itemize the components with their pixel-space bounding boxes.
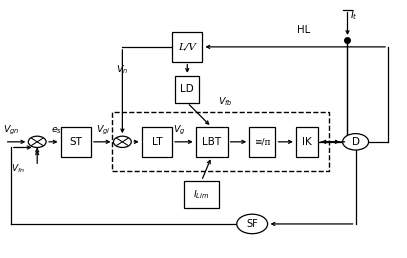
- Text: $I_{Lim}$: $I_{Lim}$: [193, 188, 210, 201]
- Circle shape: [343, 134, 369, 150]
- Text: LBT: LBT: [202, 137, 221, 147]
- Text: $V_{fb}$: $V_{fb}$: [218, 96, 232, 108]
- Circle shape: [114, 136, 131, 148]
- FancyBboxPatch shape: [172, 32, 203, 62]
- Circle shape: [237, 214, 267, 234]
- FancyBboxPatch shape: [61, 127, 91, 157]
- Text: $V_{gn}$: $V_{gn}$: [3, 124, 19, 136]
- Text: $e_s$: $e_s$: [51, 125, 63, 136]
- Text: LT: LT: [151, 137, 162, 147]
- Text: $V_{gi}$: $V_{gi}$: [96, 124, 111, 136]
- Circle shape: [28, 136, 46, 148]
- Text: HL: HL: [297, 25, 310, 35]
- Text: $I_t$: $I_t$: [350, 9, 358, 22]
- FancyBboxPatch shape: [249, 127, 276, 157]
- Text: ≡/π: ≡/π: [254, 137, 271, 146]
- Text: LD: LD: [180, 84, 194, 94]
- Text: SF: SF: [246, 219, 258, 229]
- Text: $V_n$: $V_n$: [116, 63, 129, 76]
- Text: $V_{fn}$: $V_{fn}$: [11, 162, 25, 175]
- Text: $V_g$: $V_g$: [173, 124, 186, 136]
- FancyBboxPatch shape: [196, 127, 228, 157]
- Text: D: D: [352, 137, 360, 147]
- FancyBboxPatch shape: [296, 127, 318, 157]
- Text: L/V: L/V: [178, 42, 196, 51]
- FancyBboxPatch shape: [142, 127, 172, 157]
- FancyBboxPatch shape: [184, 181, 219, 208]
- Text: ST: ST: [69, 137, 82, 147]
- FancyBboxPatch shape: [175, 76, 199, 103]
- Text: IK: IK: [302, 137, 312, 147]
